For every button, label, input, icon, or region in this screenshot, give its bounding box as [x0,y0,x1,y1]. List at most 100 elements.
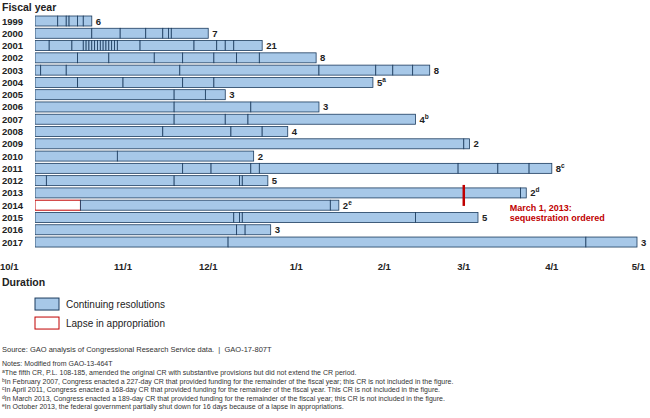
note-text: In April 2011, Congress enacted a 168-da… [5,386,441,394]
cr-segment [259,53,316,63]
cr-segment [35,225,237,235]
cr-segment [242,212,415,222]
cr-segment [154,53,182,63]
x-tick-label: 11/1 [114,261,133,272]
cr-segment [225,114,248,124]
count-label: 4 [292,126,298,137]
cr-segment [330,200,339,210]
category-label: 2000 [2,28,23,39]
note: eIn October 2013, the federal government… [2,402,344,411]
count-note: a [382,76,386,83]
note: bIn February 2007, Congress enacted a 22… [2,377,453,386]
cr-segment [103,41,106,51]
count-label: 3 [641,237,646,248]
cr-segment [416,212,478,222]
cr-segment [83,16,92,26]
count-label: 3 [229,89,234,100]
cr-segment [78,16,84,26]
count-label: 3 [323,101,328,112]
cr-segment [259,163,458,173]
cr-segment [211,163,251,173]
x-tick-label: 10/1 [0,261,19,272]
category-label: 2010 [2,151,23,162]
cr-segment [174,176,239,186]
category-label: 2006 [2,101,23,112]
note-text: In October 2013, the federal government … [5,403,344,411]
cr-segment [237,225,246,235]
annotation-line [463,185,466,206]
annotation-text: sequestration ordered [510,213,605,223]
note-text: The fifth CR, P.L. 108-185, amended the … [5,369,357,377]
cr-segment [35,65,41,75]
category-label: 2011 [2,163,23,174]
cr-segment [80,200,330,210]
cr-segment [86,41,89,51]
category-label: 2012 [2,175,23,186]
cr-segment [35,188,521,198]
source: Source: GAO analysis of Congressional Re… [2,345,272,354]
category-label: 2002 [2,52,23,63]
category-label: 2004 [2,77,24,88]
note-text: In February 2007, Congress enacted a 227… [5,378,454,386]
count-note: c [561,162,565,169]
cr-segment [376,65,393,75]
annotation-text: March 1, 2013: [510,203,572,213]
cr-segment [72,41,83,51]
cr-segment [174,114,225,124]
lapse-segment [35,200,80,210]
cr-segment [180,65,319,75]
count-note: e [348,199,352,206]
cr-segment [46,176,174,186]
chart: Fiscal year19992000200120022003200420052… [0,0,650,418]
count-note: d [536,186,540,193]
x-tick-label: 5/1 [632,261,646,272]
cr-segment [100,41,103,51]
cr-segment [205,90,225,100]
cr-segment [239,212,242,222]
legend-swatch [35,317,59,329]
cr-segment [529,163,552,173]
legend-label: Lapse in appropriation [66,318,165,329]
count-label: 8 [320,52,325,63]
cr-segment [112,41,115,51]
cr-segment [498,163,529,173]
cr-segment [35,163,183,173]
cr-segment [35,16,58,26]
x-tick-label: 1/1 [290,261,304,272]
cr-segment [35,151,117,161]
category-label: 2017 [2,237,23,248]
cr-segment [458,163,498,173]
cr-segment [251,102,319,112]
cr-segment [234,41,262,51]
cr-segment [214,77,373,87]
cr-segment [78,77,123,87]
cr-segment [262,127,288,137]
cr-segment [245,225,271,235]
cr-segment [228,237,586,247]
cr-segment [35,114,174,124]
cr-segment [35,90,174,100]
count-label: 21 [266,40,277,51]
note: aThe fifth CR, P.L. 108-185, amended the… [2,368,356,377]
category-label: 2001 [2,40,24,51]
cr-segment [194,41,217,51]
cr-segment [248,114,416,124]
cr-segment [183,53,214,63]
cr-segment [109,41,112,51]
count-label: 8c [556,162,565,174]
count-label: 2d [530,186,539,198]
cr-segment [115,41,118,51]
note: dIn March 2013, Congress enacted a 189-d… [2,394,445,403]
count-label: 8 [434,65,439,76]
note-text: In March 2013, Congress enacted a 189-da… [5,395,445,403]
cr-segment [66,16,69,26]
cr-segment [35,176,46,186]
count-label: 5a [377,76,386,88]
category-label: 2013 [2,187,23,198]
count-label: 2 [473,138,478,149]
category-label: 2007 [2,114,23,125]
cr-segment [35,127,163,137]
x-tick-label: 3/1 [457,261,471,272]
category-label: 2005 [2,89,24,100]
category-label: 2015 [2,212,24,223]
